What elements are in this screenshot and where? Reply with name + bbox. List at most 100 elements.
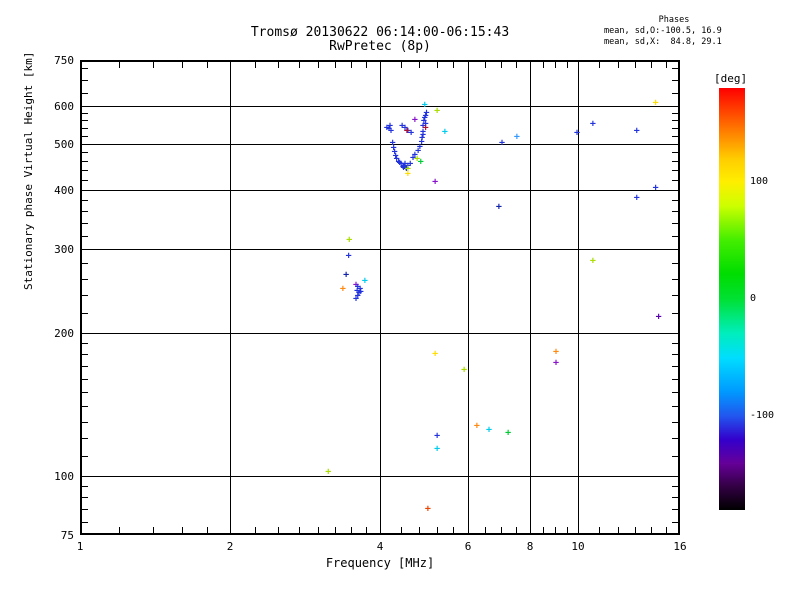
- x-minor-tick-top: [299, 62, 300, 68]
- y-minor-tick-left: [82, 161, 88, 162]
- x-minor-tick-bottom: [485, 527, 486, 533]
- x-tick-label: 8: [526, 540, 534, 553]
- x-minor-tick-top: [485, 62, 486, 68]
- x-minor-tick-bottom: [299, 527, 300, 533]
- y-minor-tick-right: [672, 80, 678, 81]
- x-tick-label: 1: [76, 540, 84, 553]
- y-minor-tick-left: [82, 200, 88, 201]
- y-minor-tick-right: [672, 295, 678, 296]
- x-minor-tick-bottom: [543, 527, 544, 533]
- x-minor-tick-top: [453, 62, 454, 68]
- plot-title: Tromsø 20130622 06:14:00-06:15:43: [250, 25, 510, 40]
- y-minor-tick-left: [82, 113, 88, 114]
- y-minor-tick-left: [82, 120, 88, 121]
- x-minor-tick-bottom: [119, 527, 120, 533]
- x-minor-tick-top: [401, 62, 402, 68]
- x-minor-tick-top: [501, 62, 502, 68]
- y-minor-tick-left: [82, 80, 88, 81]
- y-minor-tick-right: [672, 456, 678, 457]
- y-minor-tick-left: [82, 152, 88, 153]
- phase-stats-o-line: mean, sd,O:-100.5, 16.9: [604, 26, 722, 36]
- x-minor-tick-top: [335, 62, 336, 68]
- x-minor-tick-top: [182, 62, 183, 68]
- x-minor-tick-top: [555, 62, 556, 68]
- y-minor-tick-left: [82, 422, 88, 423]
- y-minor-tick-right: [672, 313, 678, 314]
- x-minor-tick-top: [516, 62, 517, 68]
- x-minor-tick-bottom: [255, 527, 256, 533]
- x-minor-tick-bottom: [278, 527, 279, 533]
- y-minor-tick-left: [82, 438, 88, 439]
- colorbar-tick-label: -100: [750, 410, 775, 422]
- y-tick-label: 400: [54, 184, 74, 197]
- x-minor-tick-top: [278, 62, 279, 68]
- x-minor-tick-bottom: [401, 527, 402, 533]
- y-minor-tick-left: [82, 93, 88, 94]
- colorbar-tick-label: 100: [750, 175, 769, 187]
- x-minor-tick-top: [119, 62, 120, 68]
- y-minor-tick-right: [672, 136, 678, 137]
- x-minor-tick-top: [419, 62, 420, 68]
- y-minor-tick-left: [82, 236, 88, 237]
- gridline-horizontal: [80, 190, 680, 191]
- x-minor-tick-bottom: [651, 527, 652, 533]
- colorbar: [719, 88, 745, 510]
- y-tick-label: 750: [54, 54, 74, 67]
- x-tick-label: 10: [571, 540, 585, 553]
- x-minor-tick-top: [666, 62, 667, 68]
- x-tick-label: 2: [226, 540, 234, 553]
- gridline-horizontal: [80, 144, 680, 145]
- x-minor-tick-top: [543, 62, 544, 68]
- gridline-horizontal: [80, 106, 680, 107]
- y-minor-tick-right: [672, 113, 678, 114]
- y-minor-tick-right: [672, 497, 678, 498]
- x-minor-tick-top: [207, 62, 208, 68]
- y-minor-tick-right: [672, 438, 678, 439]
- x-tick-label: 16: [673, 540, 687, 553]
- x-minor-tick-top: [635, 62, 636, 68]
- x-minor-tick-bottom: [501, 527, 502, 533]
- y-minor-tick-right: [672, 161, 678, 162]
- gridline-vertical: [578, 60, 579, 535]
- x-minor-tick-bottom: [437, 527, 438, 533]
- y-tick-label: 100: [54, 470, 74, 483]
- x-minor-tick-bottom: [635, 527, 636, 533]
- y-minor-tick-right: [672, 170, 678, 171]
- y-minor-tick-right: [672, 522, 678, 523]
- y-minor-tick-right: [672, 223, 678, 224]
- y-minor-tick-right: [672, 93, 678, 94]
- x-tick-label: 6: [464, 540, 472, 553]
- y-minor-tick-right: [672, 279, 678, 280]
- y-minor-tick-left: [82, 406, 88, 407]
- gridline-horizontal: [80, 249, 680, 250]
- x-minor-tick-bottom: [419, 527, 420, 533]
- x-minor-tick-top: [437, 62, 438, 68]
- x-minor-tick-bottom: [153, 527, 154, 533]
- x-minor-tick-bottom: [335, 527, 336, 533]
- y-minor-tick-right: [672, 509, 678, 510]
- y-minor-tick-right: [672, 128, 678, 129]
- x-minor-tick-bottom: [182, 527, 183, 533]
- gridline-horizontal: [80, 476, 680, 477]
- y-minor-tick-right: [672, 152, 678, 153]
- phase-stats-x-line: mean, sd,X: 84.8, 29.1: [604, 37, 722, 47]
- x-minor-tick-bottom: [618, 527, 619, 533]
- x-minor-tick-top: [599, 62, 600, 68]
- y-minor-tick-right: [672, 343, 678, 344]
- x-minor-tick-top: [567, 62, 568, 68]
- x-minor-tick-top: [366, 62, 367, 68]
- x-minor-tick-top: [651, 62, 652, 68]
- y-minor-tick-right: [672, 120, 678, 121]
- y-minor-tick-left: [82, 354, 88, 355]
- x-minor-tick-bottom: [666, 527, 667, 533]
- y-minor-tick-left: [82, 522, 88, 523]
- colorbar-unit-label: [deg]: [714, 72, 748, 85]
- x-minor-tick-bottom: [318, 527, 319, 533]
- x-minor-tick-bottom: [555, 527, 556, 533]
- y-minor-tick-right: [672, 68, 678, 69]
- y-minor-tick-left: [82, 456, 88, 457]
- y-minor-tick-right: [672, 422, 678, 423]
- x-tick-label: 4: [376, 540, 384, 553]
- y-minor-tick-left: [82, 128, 88, 129]
